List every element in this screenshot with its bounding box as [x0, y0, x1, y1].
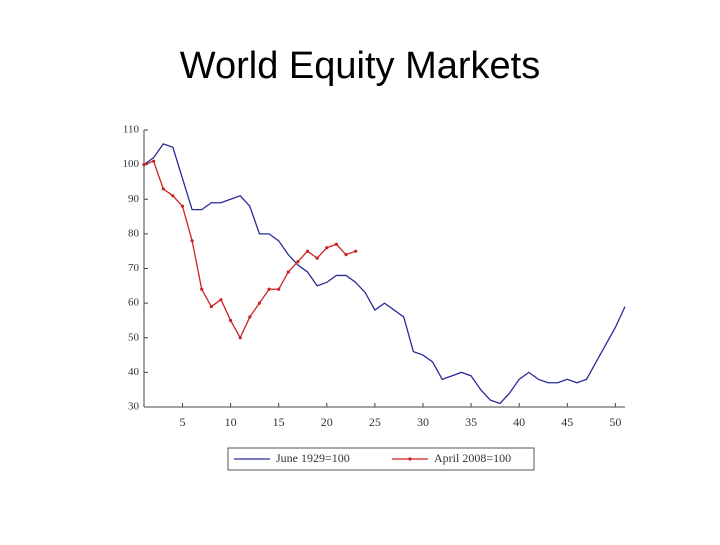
y-tick-label: 60: [128, 297, 140, 309]
series-marker: [161, 187, 165, 191]
x-tick-label: 5: [179, 415, 185, 429]
legend-box: [227, 447, 535, 471]
x-tick-label: 45: [561, 415, 573, 429]
series-marker: [257, 301, 262, 305]
series-marker: [152, 159, 156, 163]
x-tick-label: 35: [465, 415, 477, 429]
series-marker: [142, 163, 146, 167]
series-marker: [344, 253, 348, 257]
series-marker: [248, 315, 252, 319]
series-marker: [190, 239, 194, 243]
series-marker: [325, 246, 329, 250]
series-marker: [354, 249, 358, 253]
y-tick-label: 70: [128, 262, 140, 274]
series-marker: [171, 194, 175, 198]
legend-label: June 1929=100: [276, 451, 350, 465]
y-tick-label: 50: [128, 331, 140, 343]
y-tick-label: 30: [128, 401, 140, 413]
series-marker: [277, 287, 281, 291]
slide-title: World Equity Markets: [180, 45, 540, 87]
x-tick-label: 30: [417, 415, 429, 429]
x-tick-label: 15: [273, 415, 285, 429]
y-tick-label: 40: [128, 366, 140, 378]
series-marker: [209, 304, 213, 309]
y-tick-label: 90: [128, 193, 140, 205]
series-marker: [267, 287, 271, 291]
legend-marker: [408, 457, 412, 461]
series-marker: [238, 336, 242, 340]
series-marker: [296, 259, 300, 264]
series-marker: [180, 204, 185, 208]
x-tick-label: 10: [225, 415, 237, 429]
y-tick-label: 110: [123, 124, 140, 136]
series-marker: [286, 270, 290, 274]
series-marker: [219, 298, 223, 302]
series-line: [143, 143, 626, 405]
series-marker: [228, 318, 233, 323]
x-tick-label: 50: [609, 415, 621, 429]
series-line: [143, 160, 356, 340]
series-marker: [305, 249, 310, 253]
series-marker: [334, 242, 338, 246]
x-tick-label: 20: [321, 415, 333, 429]
legend-label: April 2008=100: [434, 451, 511, 465]
x-tick-label: 25: [369, 415, 381, 429]
series-marker: [315, 256, 319, 260]
y-tick-label: 100: [123, 158, 140, 170]
series-marker: [200, 287, 204, 291]
y-tick-label: 80: [128, 227, 140, 239]
x-tick-label: 40: [513, 415, 525, 429]
